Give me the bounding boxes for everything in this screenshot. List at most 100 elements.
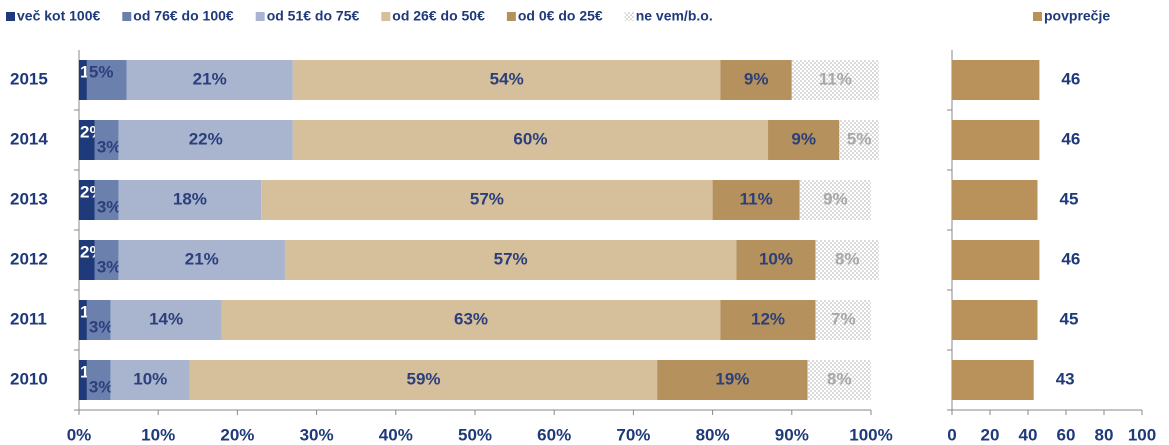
x-tick-label: 80 <box>1095 425 1114 444</box>
data-label: 11% <box>819 69 852 88</box>
legend-marker <box>6 12 15 21</box>
data-label: 9% <box>791 129 816 148</box>
data-label: 12% <box>751 309 785 328</box>
data-label: 3% <box>97 137 122 156</box>
bar-segment <box>952 180 1038 220</box>
data-label: 14% <box>149 309 183 328</box>
legend-marker <box>122 12 132 21</box>
bar-segment <box>261 180 713 220</box>
bar-segment <box>221 300 721 340</box>
data-label: 3% <box>97 197 122 216</box>
data-label: 3% <box>89 377 114 396</box>
data-label: 11% <box>740 189 773 208</box>
bar-segment <box>720 300 816 340</box>
data-label: 46 <box>1061 129 1080 148</box>
data-label: 3% <box>89 317 114 336</box>
data-label: 8% <box>827 369 852 388</box>
legend-label: več kot 100€ <box>17 8 100 24</box>
data-label: 46 <box>1061 69 1080 88</box>
data-label: 21% <box>193 69 227 88</box>
bar-segment <box>79 120 95 160</box>
bar-segment <box>110 300 222 340</box>
bar-segment <box>736 240 816 280</box>
bar-segment <box>86 360 111 400</box>
legend-label: od 76€ do 100€ <box>133 8 234 24</box>
bar-segment <box>118 120 293 160</box>
data-label: 22% <box>189 129 223 148</box>
bar-segment <box>79 240 95 280</box>
data-label: 7% <box>831 309 856 328</box>
x-tick-label: 60 <box>1057 425 1076 444</box>
bar-segment <box>815 300 871 340</box>
y-tick-label: 2011 <box>10 309 47 328</box>
legend-label: povprečje <box>1044 8 1110 24</box>
legend-marker <box>624 12 634 21</box>
data-label: 19% <box>715 369 749 388</box>
bar-segment <box>952 360 1034 400</box>
legend-label: od 26€ do 50€ <box>392 8 485 24</box>
bar-segment <box>815 240 879 280</box>
bar-segment <box>807 360 871 400</box>
bar-segment <box>79 60 87 100</box>
y-tick-label: 2012 <box>10 249 48 268</box>
bar-segment <box>791 60 879 100</box>
legend-marker <box>506 12 516 21</box>
bar-segment <box>292 60 721 100</box>
data-label: 59% <box>407 369 441 388</box>
bar-segment <box>94 180 119 220</box>
x-tick-label: 30% <box>300 425 334 444</box>
bar-segment <box>79 180 95 220</box>
data-label: 45 <box>1060 189 1079 208</box>
y-tick-label: 2014 <box>10 129 48 148</box>
x-tick-label: 10% <box>141 425 175 444</box>
data-label: 57% <box>470 189 504 208</box>
legend-label: od 51€ do 75€ <box>267 8 360 24</box>
data-label: 46 <box>1061 249 1080 268</box>
bar-segment <box>86 60 127 100</box>
bar-segment <box>110 360 190 400</box>
x-tick-label: 90% <box>775 425 809 444</box>
bar-segment <box>720 60 792 100</box>
data-label: 18% <box>173 189 207 208</box>
bar-segment <box>86 300 111 340</box>
x-tick-label: 50% <box>458 425 492 444</box>
x-tick-label: 20% <box>220 425 254 444</box>
x-tick-label: 0 <box>947 425 956 444</box>
bar-segment <box>952 240 1040 280</box>
x-tick-label: 70% <box>616 425 650 444</box>
x-tick-label: 60% <box>537 425 571 444</box>
data-label: 63% <box>454 309 488 328</box>
bar-segment <box>79 360 87 400</box>
data-label: 9% <box>744 69 769 88</box>
bar-segment <box>292 120 769 160</box>
data-label: 5% <box>89 62 114 81</box>
bar-segment <box>657 360 808 400</box>
bar-segment <box>952 60 1040 100</box>
bar-segment <box>712 180 800 220</box>
bar-segment <box>839 120 879 160</box>
bar-segment <box>118 240 285 280</box>
data-label: 3% <box>97 257 122 276</box>
data-label: 5% <box>847 129 872 148</box>
data-label: 57% <box>494 249 528 268</box>
data-label: 54% <box>490 69 524 88</box>
legend-marker <box>381 12 391 21</box>
x-tick-label: 40 <box>1019 425 1038 444</box>
bar-segment <box>79 300 87 340</box>
bar-segment <box>94 240 119 280</box>
x-tick-label: 80% <box>696 425 730 444</box>
bar-segment <box>189 360 658 400</box>
legend-marker <box>255 12 265 21</box>
bar-segment <box>952 300 1038 340</box>
bar-segment <box>799 180 871 220</box>
bar-segment <box>284 240 737 280</box>
bar-segment <box>768 120 840 160</box>
x-tick-label: 100% <box>849 425 892 444</box>
data-label: 9% <box>823 189 848 208</box>
data-label: 21% <box>185 249 219 268</box>
data-label: 10% <box>759 249 793 268</box>
bar-segment <box>952 120 1040 160</box>
x-tick-label: 20 <box>981 425 1000 444</box>
legend-marker <box>1033 12 1042 21</box>
